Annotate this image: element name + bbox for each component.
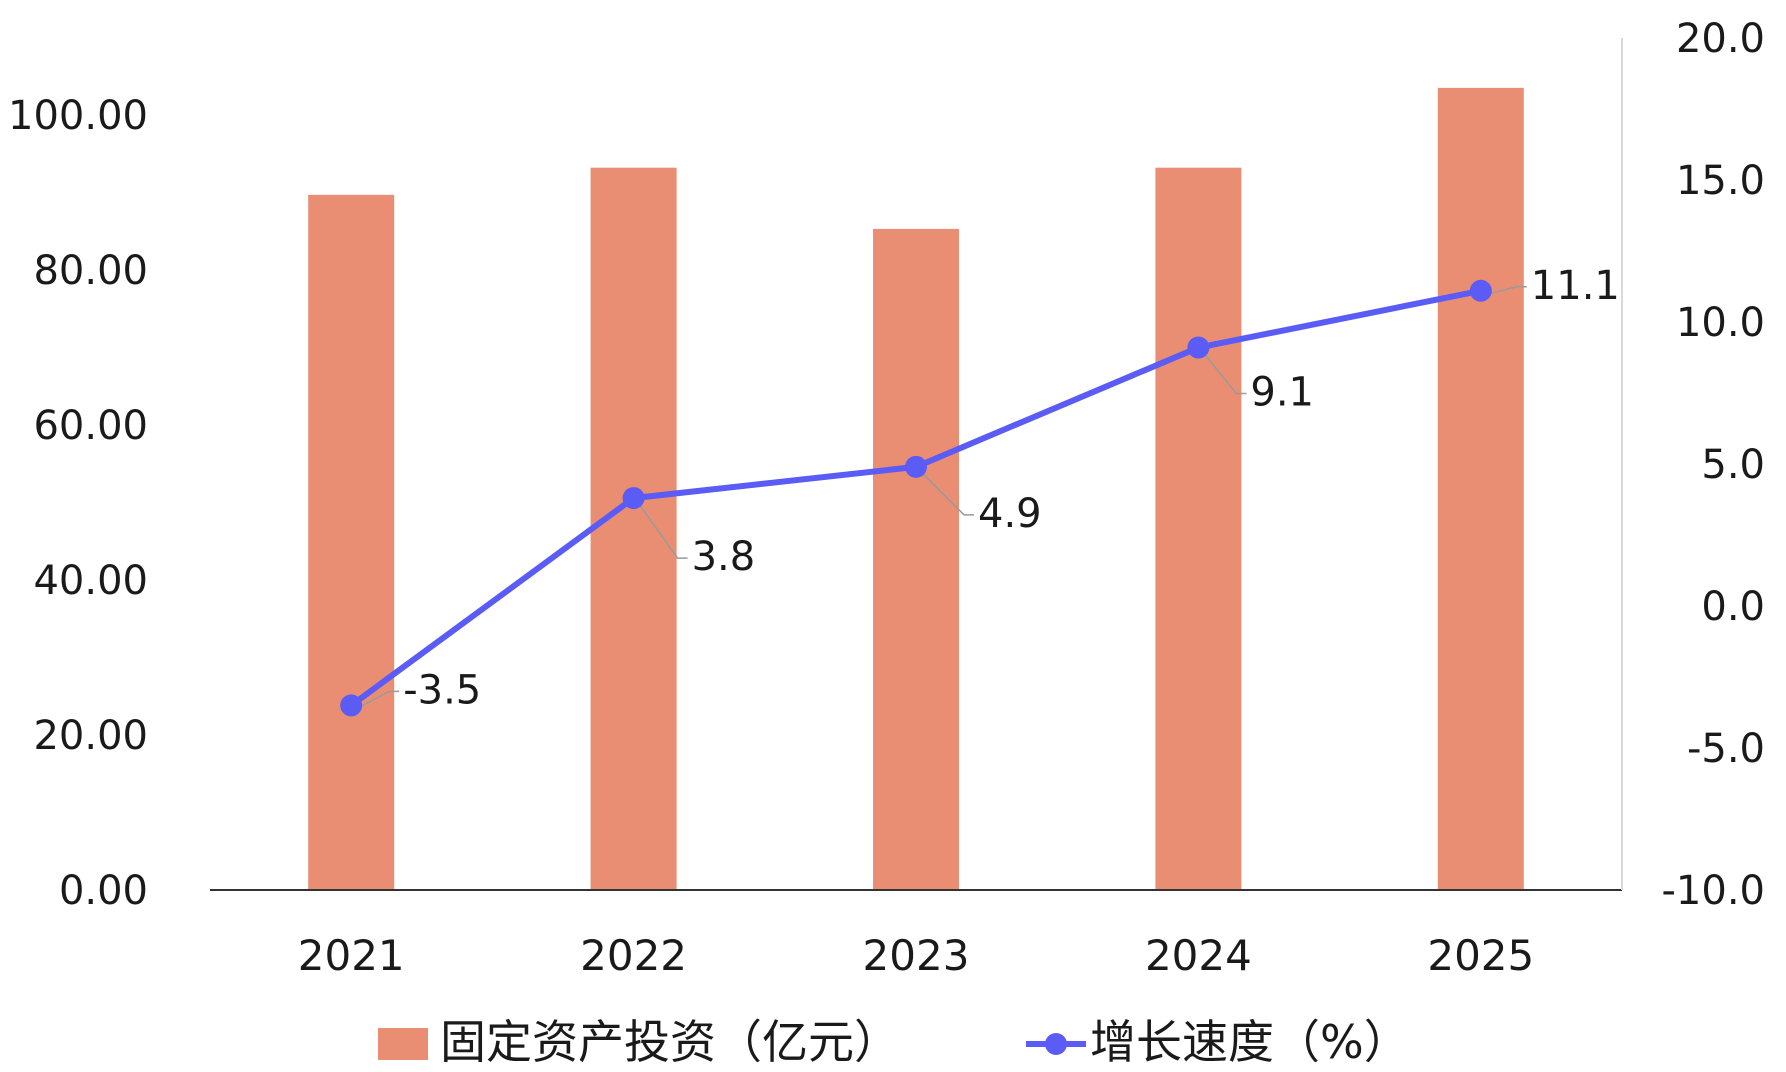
left-tick-label: 20.00 — [33, 713, 148, 759]
category-labels: 2021 2022 2023 2024 2025 — [298, 931, 1534, 980]
point-2023 — [905, 455, 927, 478]
right-tick-label: -10.0 — [1662, 868, 1766, 914]
leader-line — [636, 501, 688, 559]
data-labels: -3.5 3.8 4.9 9.1 11.1 — [403, 263, 1620, 714]
left-tick-label: 0.00 — [59, 868, 148, 914]
data-label: 9.1 — [1250, 370, 1314, 416]
leader-line — [354, 690, 400, 711]
bar-2021 — [308, 194, 395, 890]
point-2024 — [1187, 336, 1210, 359]
leader-line — [1484, 286, 1527, 296]
right-tick-label: 20.0 — [1676, 16, 1765, 62]
data-label: -3.5 — [403, 667, 481, 713]
bar-2025 — [1437, 87, 1524, 890]
bar-2023 — [873, 228, 959, 891]
category-label: 2021 — [298, 931, 405, 980]
category-label: 2023 — [863, 931, 970, 980]
category-label: 2025 — [1427, 931, 1534, 980]
data-label: 4.9 — [978, 491, 1042, 537]
left-tick-label: 80.00 — [33, 248, 148, 294]
right-axis-ticks: -10.0 -5.0 0.0 5.0 10.0 15.0 20.0 — [1662, 16, 1766, 914]
right-tick-label: 10.0 — [1676, 300, 1765, 346]
right-tick-label: 0.0 — [1701, 584, 1765, 630]
line-points — [340, 279, 1492, 717]
leader-line — [1201, 351, 1247, 395]
point-2025 — [1469, 279, 1492, 302]
category-label: 2024 — [1145, 931, 1252, 980]
label-leader-lines — [354, 286, 1527, 711]
left-tick-label: 60.00 — [33, 403, 148, 449]
right-tick-label: 5.0 — [1701, 442, 1765, 488]
legend-bar-swatch — [378, 1028, 428, 1060]
left-tick-label: 40.00 — [33, 558, 148, 604]
left-axis-ticks: 0.00 20.00 40.00 60.00 80.00 100.00 — [8, 93, 148, 914]
legend: 固定资产投资（亿元） 增长速度（%） — [378, 1015, 1410, 1069]
right-tick-label: 15.0 — [1676, 158, 1765, 204]
legend-line-label: 增长速度（%） — [1090, 1015, 1410, 1067]
bar-series — [308, 87, 1524, 891]
category-label: 2022 — [580, 931, 687, 980]
leader-line — [919, 470, 974, 516]
data-label: 3.8 — [692, 534, 756, 580]
data-label: 11.1 — [1531, 263, 1620, 309]
bar-2022 — [590, 167, 677, 890]
legend-line-marker — [1045, 1033, 1067, 1055]
right-tick-label: -5.0 — [1687, 726, 1765, 772]
point-2022 — [622, 487, 645, 510]
left-tick-label: 100.00 — [8, 93, 148, 139]
bar-2024 — [1155, 167, 1242, 890]
legend-bar-label: 固定资产投资（亿元） — [440, 1015, 900, 1067]
point-2021 — [340, 694, 363, 717]
